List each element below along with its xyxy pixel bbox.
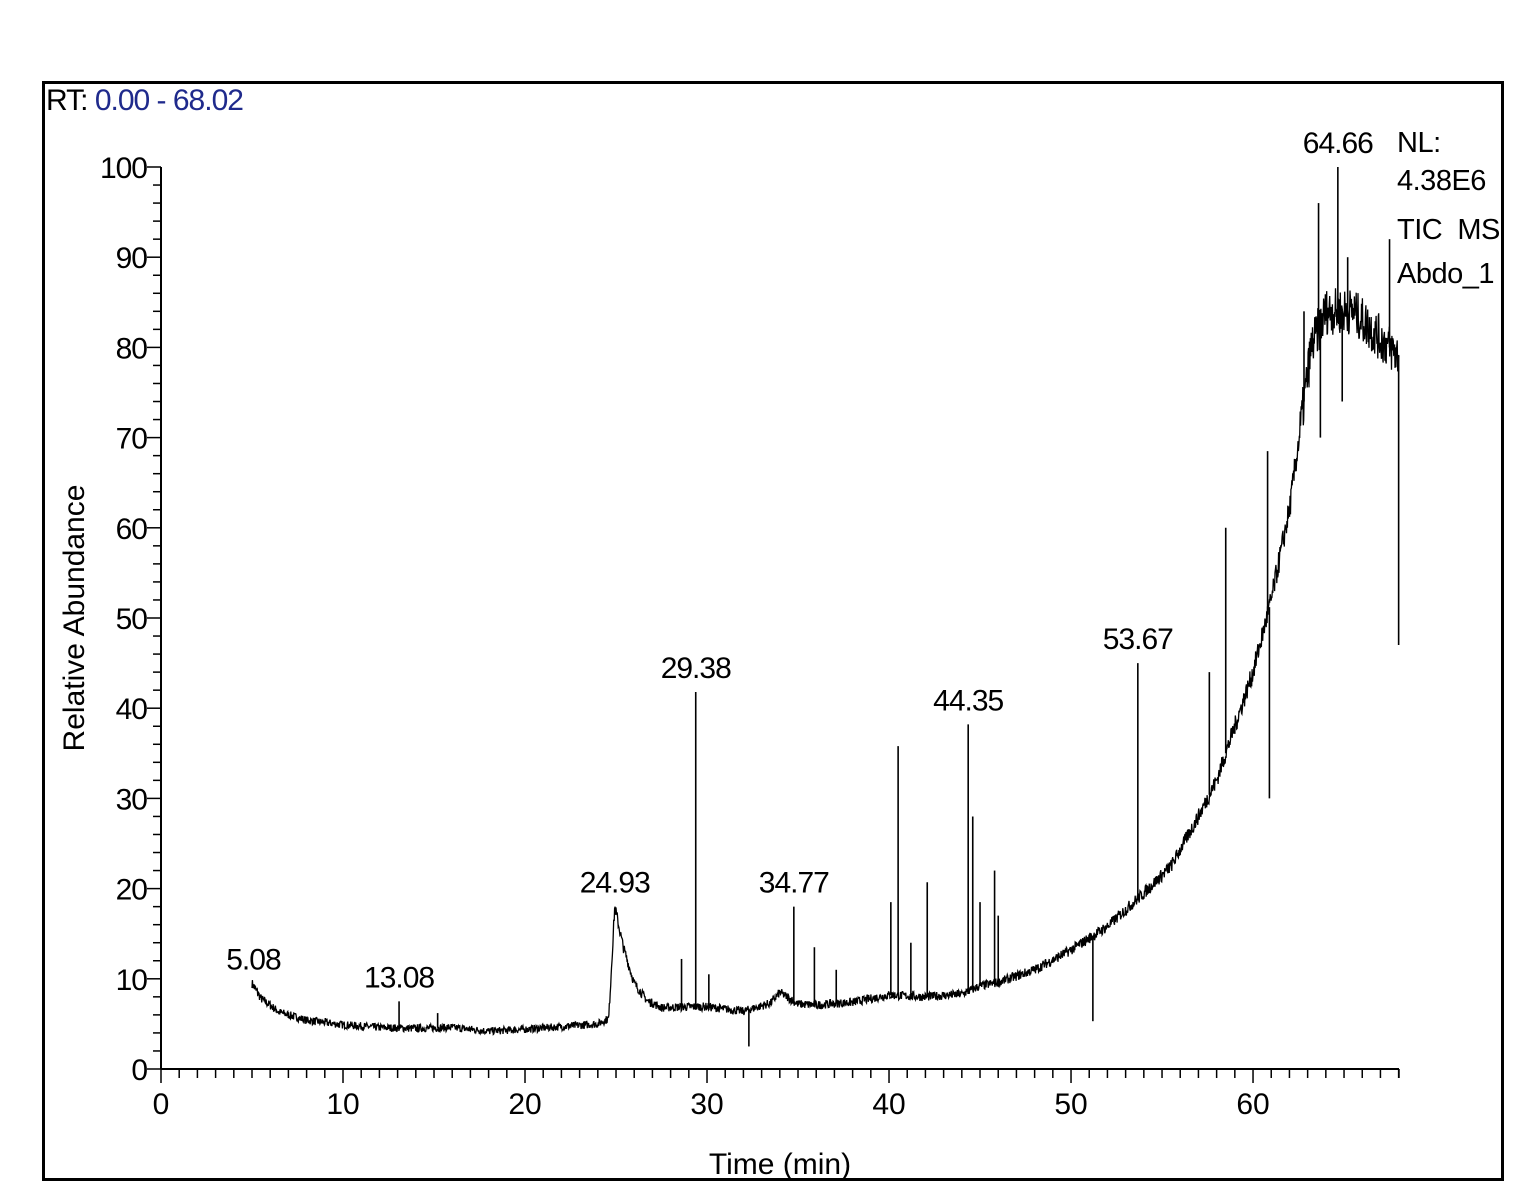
x-tick-label: 50 <box>1054 1088 1087 1121</box>
peak-label: 29.38 <box>661 652 731 685</box>
peak-label: 64.66 <box>1303 127 1373 160</box>
chart-frame <box>42 81 1504 1181</box>
trace-layer <box>251 167 1400 1047</box>
scan-type: TIC MS <box>1397 214 1500 246</box>
tic-trace <box>251 288 1400 1036</box>
axes: 0 10 20 30 40 50 60 70 80 90 100 0 10 20 30 40 50 60 <box>100 152 1400 1121</box>
y-tick-label: 90 <box>116 242 148 275</box>
rt-prefix: RT: <box>46 84 88 117</box>
rt-range-value: 0.00 - 68.02 <box>94 84 244 117</box>
y-tick-label: 0 <box>131 1054 147 1087</box>
peak-label: 34.77 <box>759 867 829 900</box>
x-tick-label: 10 <box>326 1088 359 1121</box>
y-tick-label: 80 <box>116 332 148 365</box>
x-tick-label: 60 <box>1236 1088 1269 1121</box>
nl-label: NL: <box>1397 127 1441 159</box>
peak-label: 13.08 <box>364 961 434 994</box>
peak-label: 44.35 <box>933 684 1003 717</box>
x-axis-label: Time (min) <box>709 1148 851 1181</box>
peak-label: 5.08 <box>226 943 281 976</box>
x-tick-label: 0 <box>153 1088 170 1121</box>
y-tick-label: 60 <box>116 513 148 546</box>
peak-labels: 5.08 13.08 24.93 29.38 34.77 44.35 53.67 64.66 <box>226 127 1374 994</box>
y-tick-label: 40 <box>116 693 148 726</box>
rt-range-label: RT: 0.00 - 68.02 <box>46 84 244 118</box>
y-tick-label: 10 <box>116 964 148 997</box>
x-tick-label: 20 <box>508 1088 541 1121</box>
y-tick-label: 70 <box>116 423 148 456</box>
y-tick-label: 20 <box>116 874 148 907</box>
y-tick-label: 30 <box>116 783 148 816</box>
peak-label: 53.67 <box>1103 623 1173 656</box>
y-tick-label: 50 <box>116 603 148 636</box>
nl-value: 4.38E6 <box>1397 165 1486 197</box>
peak-label: 24.93 <box>580 867 650 900</box>
y-tick-label: 100 <box>100 152 147 185</box>
y-axis-label: Relative Abundance <box>58 485 91 752</box>
x-tick-label: 40 <box>872 1088 905 1121</box>
x-tick-label: 30 <box>690 1088 723 1121</box>
sample-name: Abdo_1 <box>1397 258 1495 290</box>
